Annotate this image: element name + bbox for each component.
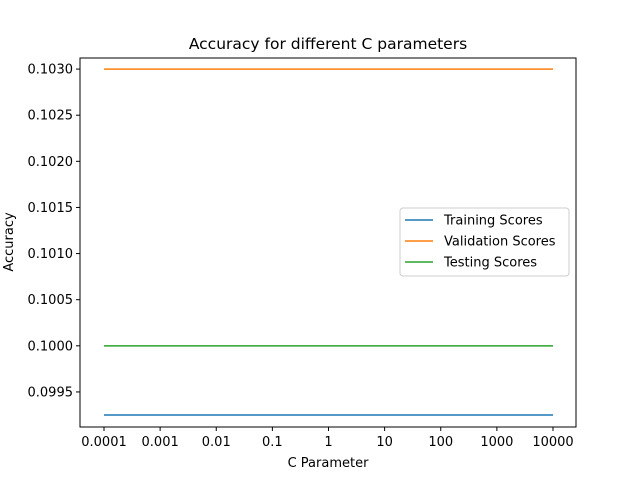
x-tick-label: 10 (376, 435, 393, 450)
legend-label: Testing Scores (443, 256, 537, 271)
y-tick-label: 0.1020 (28, 155, 74, 170)
x-tick-label: 0.001 (142, 435, 179, 450)
x-tick-label: 0.0001 (81, 435, 127, 450)
x-axis-label: C Parameter (288, 456, 369, 471)
x-tick-label: 0.01 (202, 435, 231, 450)
y-tick-label: 0.1000 (28, 339, 74, 354)
y-tick-label: 0.1005 (28, 293, 74, 308)
x-tick-label: 1000 (480, 435, 513, 450)
y-tick-label: 0.1030 (28, 63, 74, 78)
x-tick-label: 1 (324, 435, 332, 450)
x-axis: 0.0001 0.001 0.01 0.1 1 10 100 1000 10000 (81, 427, 574, 450)
x-tick-label: 100 (428, 435, 453, 450)
y-tick-label: 0.1010 (28, 247, 74, 262)
x-tick-label: 10000 (532, 435, 573, 450)
x-tick-label: 0.1 (262, 435, 283, 450)
legend: Training Scores Validation Scores Testing … (399, 207, 570, 277)
chart-title: Accuracy for different C parameters (189, 35, 467, 53)
plot-lines (104, 68, 553, 416)
legend-label: Training Scores (443, 214, 543, 229)
y-axis: 0.0995 0.1000 0.1005 0.1010 0.1015 0.1020 0.10… (28, 63, 80, 400)
y-tick-label: 0.1025 (28, 109, 74, 124)
y-tick-label: 0.0995 (28, 385, 74, 400)
legend-box (399, 207, 570, 277)
y-axis-label: Accuracy (2, 212, 17, 272)
y-tick-label: 0.1015 (28, 201, 74, 216)
legend-label: Validation Scores (444, 235, 556, 250)
